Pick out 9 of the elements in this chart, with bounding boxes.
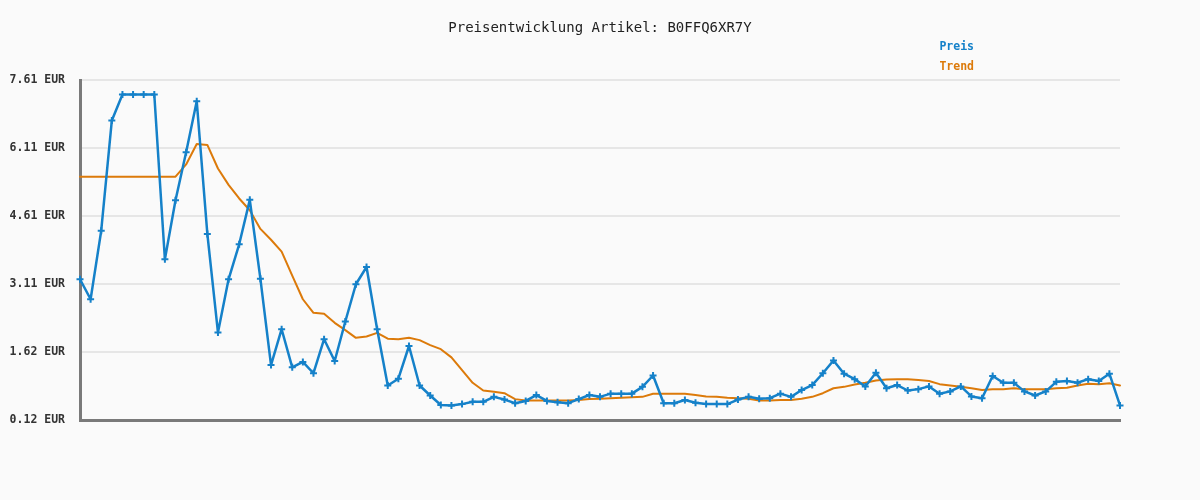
text: Preis — [939, 38, 974, 53]
y-tick-label: 0.12 EUR — [9, 411, 66, 426]
y-tick-label: 3.11 EUR — [9, 276, 66, 291]
text: Trend — [939, 58, 975, 73]
chart-title: Preisentwicklung Artikel: B0FFQ6XR7Y — [448, 18, 753, 35]
y-tick-label: 1.62 EUR — [9, 343, 66, 358]
y-tick-label: 7.61 EUR — [9, 71, 66, 86]
y-tick-label: 4.61 EUR — [9, 208, 66, 223]
y-tick-label: 6.11 EUR — [9, 140, 66, 155]
